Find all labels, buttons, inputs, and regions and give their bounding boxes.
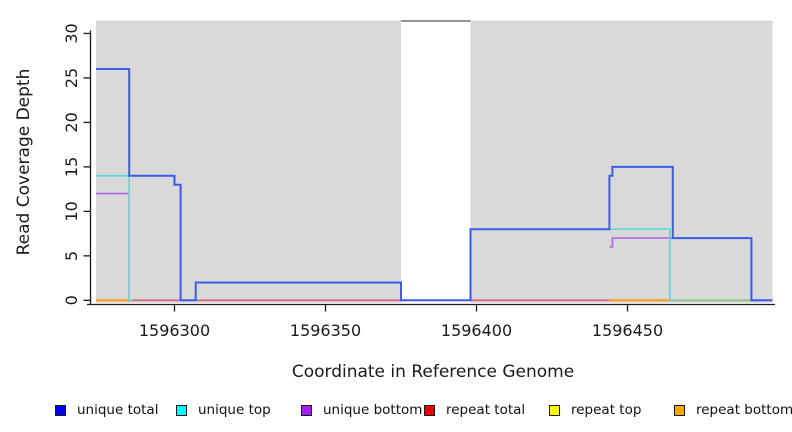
y-tick-label: 20 — [62, 112, 81, 132]
x-tick-label: 1596450 — [592, 321, 663, 340]
series-unique-total — [96, 68, 773, 302]
y-axis-title: Read Coverage Depth — [14, 69, 34, 256]
y-tick-label: 25 — [62, 68, 81, 88]
x-tick-label: 1596350 — [290, 321, 361, 340]
y-tick-label: 0 — [62, 295, 81, 305]
x-tick-label: 1596400 — [441, 321, 512, 340]
y-tick-label: 30 — [62, 23, 81, 43]
y-tick-label: 5 — [62, 251, 81, 261]
y-tick-label: 15 — [62, 157, 81, 177]
coverage-region — [470, 20, 773, 303]
y-tick-label: 10 — [62, 201, 81, 221]
x-axis-title: Coordinate in Reference Genome — [292, 362, 574, 382]
plot-drawing-layer: 0 5 10 15 20 25 30 1596300 1596350 1596400 1596450 — [62, 20, 775, 340]
x-tick-label: 1596300 — [139, 321, 210, 340]
coverage-region — [96, 20, 402, 303]
